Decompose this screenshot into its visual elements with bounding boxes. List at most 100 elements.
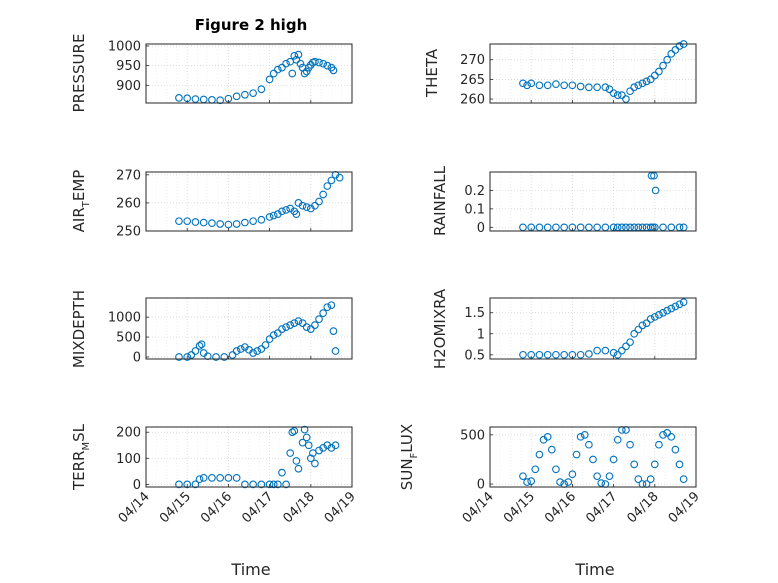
figure-title: Figure 2 high <box>195 16 308 34</box>
subplot-theta-point <box>626 87 634 96</box>
subplot-terr-msl-point <box>282 480 290 489</box>
subplot-sun-flux-point <box>667 432 676 441</box>
subplot-terr-msl-point <box>257 480 266 489</box>
x-tick-label: 04/14 <box>116 489 153 526</box>
subplot-pressure: 900 950 1000 PRESSURE <box>70 34 353 113</box>
subplot-mixdepth-point <box>331 347 340 355</box>
subplot-h2omixra-point <box>535 350 544 359</box>
subplot-pressure-point <box>175 94 183 102</box>
subplot-terr-msl-point <box>292 457 301 465</box>
subplot-theta-point <box>576 82 585 91</box>
subplot-theta-point <box>613 91 622 99</box>
subplot-sun-flux-point <box>679 475 688 483</box>
subplot-terr-msl-point <box>309 449 317 457</box>
subplot-theta-point <box>523 81 531 90</box>
subplot-theta-point <box>650 71 659 80</box>
subplot-pressure-point <box>269 69 278 78</box>
x-ticks-right: 04/14 04/15 04/16 04/17 04/18 04/19 <box>460 489 703 526</box>
x-tick-label: 04/18 <box>281 489 318 526</box>
x-tick-label: 04/14 <box>460 489 497 526</box>
subplot-sun-flux-ytick-label: 500 <box>460 428 485 443</box>
subplot-air-temp-point <box>302 203 311 211</box>
subplot-theta-axes <box>489 43 697 104</box>
subplot-theta-point <box>601 83 610 92</box>
subplot-terr-msl-point <box>304 441 313 450</box>
subplot-mixdepth-point <box>203 352 212 361</box>
subplot-terr-msl-yticks: 0 100 200 <box>116 426 312 493</box>
subplot-rainfall-point <box>560 223 569 232</box>
subplot-air-temp-yticks: 250 260 270 <box>116 168 312 240</box>
subplot-theta-point <box>663 55 672 64</box>
subplot-mixdepth-point <box>323 303 332 312</box>
subplot-h2omixra-point <box>601 346 610 355</box>
subplot-air-temp-point <box>269 211 278 220</box>
subplot-sun-flux-point <box>552 465 560 474</box>
subplot-theta-ylabel: THETA <box>423 48 441 98</box>
subplot-terr-msl-point <box>331 441 340 450</box>
subplot-pressure-yticks: 900 950 1000 <box>108 39 312 103</box>
subplot-terr-msl-point <box>269 480 278 489</box>
x-tick-label: 04/16 <box>542 489 579 526</box>
subplot-h2omixra-point <box>617 346 626 355</box>
x-tick-label: 04/19 <box>322 489 359 526</box>
subplot-air-temp-grid <box>146 172 352 232</box>
subplot-terr-msl-point <box>216 474 225 482</box>
subplot-rainfall-yticks: 0 0.1 0.2 <box>464 184 656 236</box>
subplot-sun-flux-point <box>564 478 573 486</box>
subplot-sun-flux-point <box>609 455 618 464</box>
subplot-h2omixra-point <box>650 313 659 321</box>
subplot-theta-point <box>630 83 639 92</box>
subplot-air-temp-ytick-label: 270 <box>116 168 141 183</box>
subplot-terr-msl-point <box>315 446 323 455</box>
subplot-sun-flux: 0 500 SUNFLUX <box>398 424 697 493</box>
subplot-mixdepth-point <box>273 329 282 337</box>
subplot-pressure-point <box>292 55 301 64</box>
subplot-h2omixra-ytick-label: 0.5 <box>464 348 485 363</box>
subplot-theta-points <box>519 40 688 103</box>
subplot-sun-flux-point <box>580 431 589 439</box>
x-tick-label: 04/15 <box>157 489 194 526</box>
subplot-pressure-ytick-label: 900 <box>116 79 141 94</box>
subplot-theta-point <box>655 67 663 76</box>
subplot-sun-flux-point <box>589 455 597 464</box>
subplot-pressure-ylabel: PRESSURE <box>70 34 88 113</box>
subplot-sun-flux-yticks: 0 500 <box>460 428 656 493</box>
subplot-sun-flux-point <box>543 432 552 441</box>
subplot-h2omixra-point <box>679 298 688 307</box>
subplot-mixdepth-point <box>282 323 290 331</box>
subplot-theta-point <box>671 46 680 54</box>
subplot-h2omixra-axes <box>489 297 697 360</box>
subplot-mixdepth-point <box>195 341 204 350</box>
subplot-rainfall: 0 0.1 0.2 RAINFALL <box>431 165 697 236</box>
subplot-mixdepth-point <box>236 345 245 353</box>
subplot-mixdepth-ytick-label: 500 <box>116 331 141 346</box>
subplot-theta-ytick-label: 265 <box>460 73 485 88</box>
x-tick-label: 04/17 <box>583 489 620 526</box>
subplot-pressure-point <box>216 96 225 105</box>
subplot-mixdepth-point <box>220 353 229 361</box>
subplot-air-temp-axes <box>145 171 353 232</box>
subplot-mixdepth-point <box>232 347 241 355</box>
subplot-mixdepth-ytick-label: 1000 <box>108 311 141 326</box>
subplot-sun-flux-point <box>646 475 655 483</box>
subplot-air-temp-point <box>315 197 323 206</box>
subplot-h2omixra-point <box>543 350 552 359</box>
subplot-terr-msl-point <box>183 480 192 489</box>
subplot-sun-flux-point <box>634 475 643 483</box>
subplot-sun-flux-point <box>519 472 527 481</box>
subplot-sun-flux-point <box>675 460 684 469</box>
subplot-mixdepth-point <box>329 327 338 335</box>
subplot-theta-point <box>605 85 614 94</box>
subplot-air-temp: 250 260 270 AIRTEMP <box>70 168 353 240</box>
subplot-pressure-axes <box>145 43 353 104</box>
subplot-h2omixra-grid <box>490 298 696 359</box>
subplot-terr-msl: 0 100 200 TERRMSL <box>70 423 353 493</box>
subplot-air-temp-point <box>278 207 286 216</box>
subplot-theta-point <box>568 81 577 90</box>
subplot-air-temp-point <box>282 206 290 214</box>
subplot-h2omixra-point <box>642 319 651 328</box>
subplot-rainfall-grid <box>490 172 696 231</box>
subplot-air-temp-point <box>292 210 301 218</box>
subplot-mixdepth-point <box>327 301 336 310</box>
subplot-rainfall-ylabel: RAINFALL <box>431 165 449 236</box>
